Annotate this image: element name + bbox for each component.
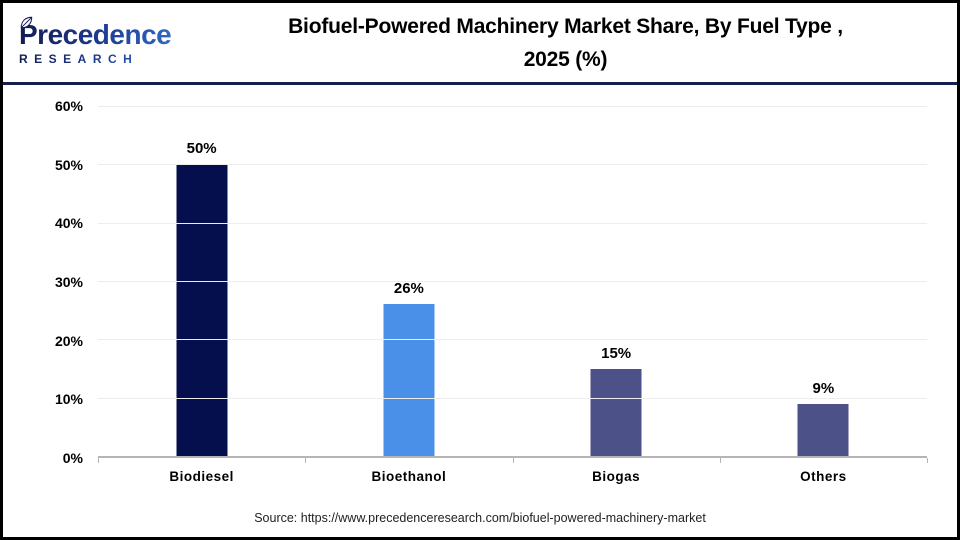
gridline-30 — [98, 281, 927, 282]
bar-biodiesel — [176, 164, 228, 456]
x-category-label-biogas: Biogas — [592, 469, 641, 484]
y-tick-label-60: 60% — [54, 98, 83, 114]
x-axis-tick — [512, 458, 514, 463]
brand-name: Precedence — [19, 16, 198, 50]
brand-subtitle: RESEARCH — [19, 52, 198, 66]
gridline-50 — [98, 164, 927, 166]
plot-area: 50% 26% 15% 9% — [98, 106, 928, 463]
y-tick-label-50: 50% — [54, 156, 83, 173]
bar-column-biogas: 15% — [513, 106, 720, 456]
bar-value-label-bioethanol: 26% — [393, 280, 424, 298]
y-axis-labels: 0% 10% 20% 30% 40% 50% 60% — [3, 98, 83, 466]
y-tick-label-40: 40% — [54, 215, 83, 232]
gridline-60 — [98, 106, 927, 107]
brand-logo: Precedence RESEARCH — [3, 16, 198, 66]
bar-columns: 50% 26% 15% 9% — [98, 106, 927, 456]
x-category-label-others: Others — [800, 469, 847, 484]
gridline-20 — [98, 339, 927, 341]
y-tick-label-30: 30% — [54, 274, 83, 290]
source-text: Source: https://www.precedenceresearch.c… — [254, 511, 706, 525]
x-axis-tick — [98, 458, 99, 463]
header: Precedence RESEARCH Biofuel-Powered Mach… — [3, 3, 957, 85]
bar-column-others: 9% — [720, 106, 927, 456]
x-axis-tick — [305, 458, 307, 463]
source-line: Source: https://www.precedenceresearch.c… — [3, 511, 957, 525]
chart-title: Biofuel-Powered Machinery Market Share, … — [198, 10, 957, 76]
y-tick-label-0: 0% — [62, 450, 83, 466]
x-category-label-biodiesel: Biodiesel — [169, 469, 234, 484]
chart-title-line2: 2025 (%) — [523, 47, 608, 71]
y-tick-label-20: 20% — [54, 332, 83, 349]
bar-biogas — [590, 368, 642, 456]
gridline-40 — [98, 222, 927, 224]
bar-column-biodiesel: 50% — [98, 106, 305, 456]
bar-bioethanol — [383, 304, 435, 456]
brand-name-text: Precedence — [19, 18, 172, 50]
y-tick-label-10: 10% — [54, 391, 83, 408]
gridline-10 — [98, 397, 927, 399]
x-category-label-bioethanol: Bioethanol — [371, 469, 447, 484]
bar-value-label-others: 9% — [812, 379, 835, 397]
x-axis-labels: Biodiesel Bioethanol Biogas Others — [98, 469, 927, 484]
bar-value-label-biogas: 15% — [601, 344, 632, 362]
x-axis-tick — [927, 458, 928, 463]
bar-others — [797, 403, 849, 456]
chart-title-line1: Biofuel-Powered Machinery Market Share, … — [288, 14, 843, 38]
x-axis-tick — [719, 458, 721, 463]
bar-column-bioethanol: 26% — [305, 106, 512, 456]
bar-value-label-biodiesel: 50% — [186, 140, 217, 158]
chart-area: 0% 10% 20% 30% 40% 50% 60% 50% 26% 15% 9% Biodies… — [3, 85, 957, 486]
